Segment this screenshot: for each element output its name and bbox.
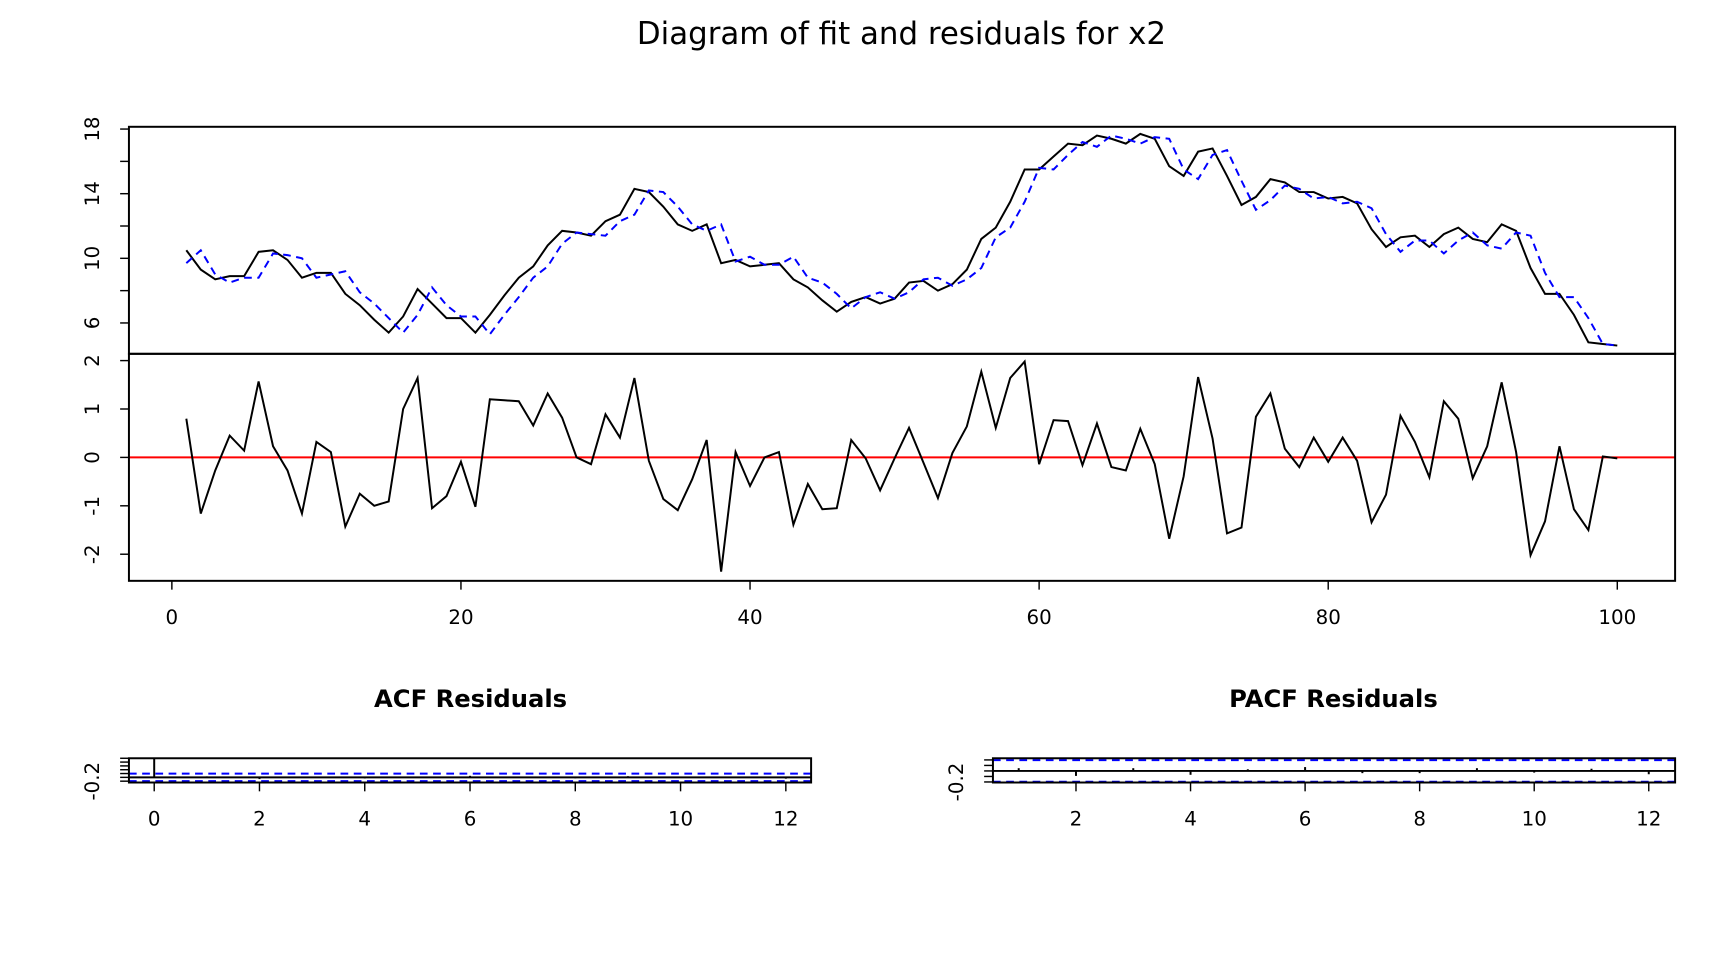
- y-tick-label: 1: [81, 403, 104, 416]
- data-line: [185, 132, 1618, 347]
- plot-frame: [991, 757, 1677, 784]
- x-tick-label: 40: [737, 606, 762, 629]
- x-tick-label: 8: [569, 807, 582, 830]
- data-line: [185, 359, 1618, 572]
- x-tick-label: 12: [773, 807, 798, 830]
- plot-frame: [127, 125, 1677, 355]
- y-tick-label: -0.2: [81, 762, 104, 801]
- plot-frame: [127, 352, 1677, 582]
- chart-title: PACF Residuals: [1229, 684, 1438, 713]
- x-tick-label: 12: [1636, 807, 1661, 830]
- x-tick-label: 0: [148, 807, 161, 830]
- x-tick-label: 10: [668, 807, 693, 830]
- x-tick-label: 6: [464, 807, 477, 830]
- x-tick-label: 2: [253, 807, 266, 830]
- y-tick-label: -1: [81, 496, 104, 516]
- x-tick-label: 4: [1184, 807, 1197, 830]
- chart-title: Diagram of fit and residuals for x2: [637, 16, 1166, 52]
- x-tick-label: 8: [1413, 807, 1426, 830]
- x-tick-label: 60: [1027, 606, 1052, 629]
- data-line: [185, 134, 1618, 347]
- y-tick-label: 2: [81, 354, 104, 367]
- y-tick-label: 0: [81, 451, 104, 464]
- y-tick-label: 6: [81, 317, 104, 330]
- x-tick-label: 0: [166, 606, 179, 629]
- x-tick-label: 20: [448, 606, 473, 629]
- x-tick-label: 80: [1316, 606, 1341, 629]
- x-tick-label: 4: [358, 807, 371, 830]
- x-tick-label: 6: [1299, 807, 1312, 830]
- chart-title: ACF Residuals: [374, 684, 567, 713]
- x-tick-label: 100: [1598, 606, 1636, 629]
- y-tick-label: 10: [81, 246, 104, 271]
- plot-frame: [127, 757, 813, 784]
- y-tick-label: -0.2: [945, 763, 968, 802]
- y-tick-label: 18: [81, 116, 104, 141]
- y-tick-label: -2: [81, 544, 104, 564]
- x-tick-label: 10: [1522, 807, 1547, 830]
- x-tick-label: 2: [1070, 807, 1083, 830]
- y-tick-label: 14: [81, 181, 104, 206]
